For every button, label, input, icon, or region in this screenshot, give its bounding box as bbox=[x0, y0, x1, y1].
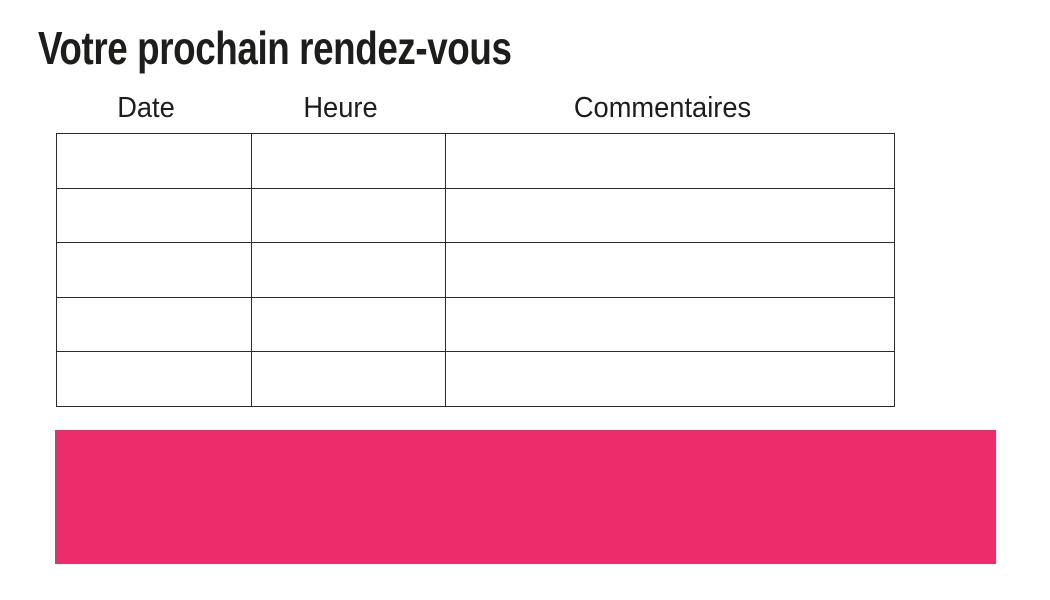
page-title: Votre prochain rendez-vous bbox=[38, 22, 512, 74]
cell-commentaires bbox=[445, 133, 895, 189]
table-row bbox=[56, 187, 895, 244]
cell-heure bbox=[250, 242, 446, 298]
cell-date bbox=[56, 351, 252, 407]
table-row bbox=[56, 242, 895, 298]
column-header-heure: Heure bbox=[303, 92, 378, 124]
cell-heure bbox=[250, 187, 446, 244]
table-row bbox=[56, 133, 895, 189]
table-column-headers: Date Heure Commentaires bbox=[49, 92, 887, 124]
cell-commentaires bbox=[445, 242, 895, 298]
column-header-date: Date bbox=[117, 92, 175, 124]
table-row bbox=[56, 296, 895, 353]
cell-date bbox=[56, 242, 252, 298]
cell-date bbox=[56, 133, 252, 189]
cell-commentaires bbox=[445, 296, 895, 353]
cell-heure bbox=[250, 296, 446, 353]
table-row bbox=[56, 351, 895, 407]
appointments-table bbox=[56, 133, 895, 407]
cell-heure bbox=[250, 133, 446, 189]
cell-commentaires bbox=[445, 187, 895, 244]
cell-date bbox=[56, 296, 252, 353]
cell-commentaires bbox=[445, 351, 895, 407]
pink-banner bbox=[55, 430, 996, 564]
cell-date bbox=[56, 187, 252, 244]
column-header-commentaires: Commentaires bbox=[573, 92, 752, 124]
cell-heure bbox=[250, 351, 446, 407]
